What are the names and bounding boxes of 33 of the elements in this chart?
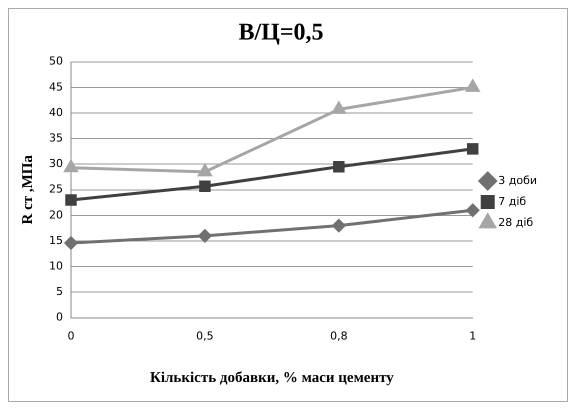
- y-tick-label: 20: [48, 208, 63, 222]
- y-tick-label: 0: [56, 310, 63, 324]
- y-tick-label: 5: [56, 285, 63, 298]
- y-tick-label: 35: [48, 131, 63, 144]
- legend-label: 28 діб: [498, 216, 534, 229]
- point: [199, 180, 211, 192]
- point: [198, 229, 212, 242]
- x-tick-label: 1: [469, 329, 476, 342]
- x-tick-label: 0,8: [330, 329, 348, 342]
- point: [64, 236, 78, 250]
- point: [332, 102, 346, 114]
- point: [64, 160, 78, 172]
- y-tick-label: 30: [48, 157, 63, 170]
- y-tick-label: 40: [48, 106, 63, 119]
- legend-label: 3 доби: [498, 174, 537, 187]
- x-tick-label: 0: [67, 329, 74, 342]
- y-tick-label: 50: [48, 54, 63, 68]
- x-tick-label: 0,5: [196, 329, 214, 342]
- y-axis-title: R ст ,МПа: [20, 154, 36, 225]
- x-axis-title: Кількість добавки, % маси цементу: [150, 370, 394, 386]
- point: [466, 204, 480, 217]
- chart-title: В/Ц=0,5: [238, 20, 324, 46]
- point: [198, 164, 212, 176]
- y-tick-label: 45: [48, 80, 63, 94]
- point: [466, 80, 480, 92]
- point: [65, 194, 77, 206]
- y-tick-label: 25: [48, 182, 63, 196]
- y-tick-label: 15: [48, 234, 63, 247]
- y-tick-label: 10: [48, 259, 63, 272]
- point: [466, 143, 478, 155]
- point: [332, 219, 346, 232]
- point: [333, 161, 345, 173]
- legend-label: 7 діб: [498, 194, 526, 208]
